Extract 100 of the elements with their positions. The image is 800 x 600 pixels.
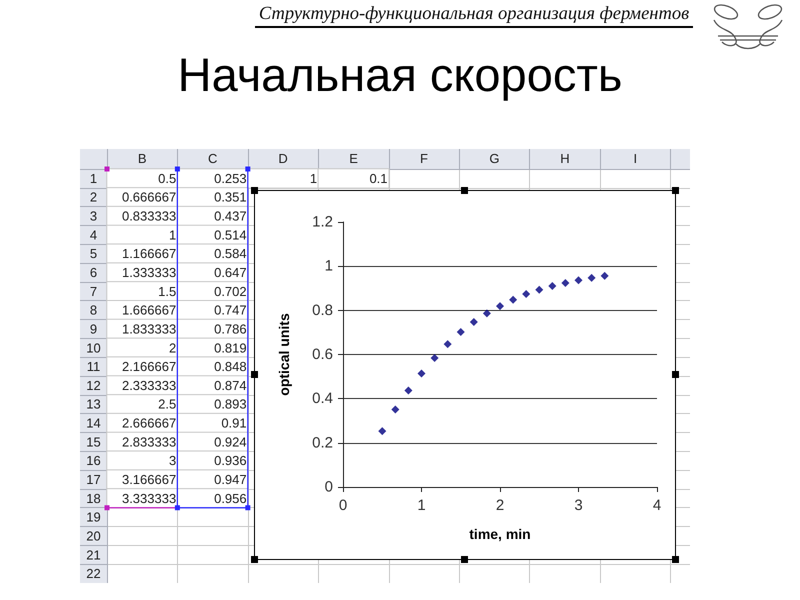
data-label: 0.351 (214, 190, 247, 205)
data-label: 0.666667 (122, 190, 176, 205)
point (600, 272, 609, 280)
point (470, 318, 478, 326)
x-tick-label: G (489, 151, 500, 166)
data-label: 0.747 (214, 302, 247, 318)
x-tick-label: 1 (417, 497, 426, 514)
y-tick-label: 14 (86, 416, 101, 431)
point (561, 278, 570, 287)
y-tick-label: 18 (86, 490, 101, 506)
data-label: 2 (168, 340, 176, 356)
data-label: 0.1 (369, 170, 388, 186)
data-label: 0.584 (214, 246, 247, 262)
y-tick-label: 15 (86, 434, 101, 450)
y-tick-label: 7 (90, 284, 98, 299)
point (391, 405, 400, 414)
y-tick-label: 2 (90, 190, 98, 205)
point (522, 290, 530, 298)
point (509, 296, 518, 304)
y-tick-label: 1 (90, 170, 98, 186)
x-tick-label: I (634, 151, 638, 166)
data-label: 3 (168, 453, 176, 468)
y-tick-label: 1 (324, 258, 333, 275)
data-label: 0.514 (214, 227, 247, 242)
data-label: 0.5 (158, 170, 176, 186)
x-tick-label: C (208, 151, 218, 166)
y-tick-label: 9 (90, 321, 98, 336)
data-label: 1.833333 (122, 321, 176, 336)
data-label: 0.91 (221, 416, 247, 431)
y-tick-label: 13 (86, 396, 101, 412)
y-tick-label: 4 (90, 227, 98, 242)
y-tick-label: 5 (90, 246, 98, 262)
y-tick-label: 0.4 (312, 390, 333, 408)
y-tick-label: 3 (90, 208, 98, 224)
y-tick-label: 0 (324, 478, 333, 496)
data-label: 3.166667 (122, 472, 176, 487)
data-label: 2.166667 (122, 359, 176, 374)
data-label: 0.437 (214, 208, 247, 224)
point (444, 340, 452, 348)
data-label: 0.936 (214, 453, 247, 468)
data-label: 0.647 (214, 265, 247, 280)
data-label: 1.333333 (122, 265, 176, 280)
y-tick-label: 8 (90, 302, 98, 318)
data-label: 2.666667 (122, 416, 176, 431)
data-label: 0.924 (214, 434, 247, 450)
data-label: 1.166667 (122, 246, 176, 262)
point (535, 286, 544, 294)
y-tick-label: 1.2 (312, 214, 333, 230)
x-tick-label: 2 (496, 497, 504, 514)
data-label: 0.702 (214, 284, 247, 299)
data-label: 0.956 (214, 490, 247, 506)
data-label: 0.786 (214, 321, 247, 336)
data-label: 0.819 (214, 340, 247, 356)
data-label: 3.333333 (122, 490, 176, 506)
data-label: 0.848 (214, 359, 247, 374)
point (456, 328, 465, 336)
x-axis-title: time, min (469, 526, 531, 542)
y-tick-label: 12 (86, 378, 101, 393)
point (574, 276, 582, 284)
chart-title: Начальная скорость (178, 48, 622, 101)
data-label: 0.893 (214, 396, 247, 412)
y-axis-title: optical units (276, 313, 292, 396)
data-label: 1.666667 (122, 302, 176, 318)
x-tick-label: 3 (574, 497, 583, 514)
text: Структурно-функциональная организация ферментов (258, 4, 690, 24)
data-label: 0.253 (214, 170, 247, 186)
y-tick-label: 0.2 (312, 434, 333, 452)
point (496, 302, 504, 310)
y-tick-label: 6 (90, 265, 98, 280)
data-label: 2.833333 (122, 434, 176, 450)
data-label: 0.874 (214, 378, 247, 393)
x-tick-label: F (420, 151, 428, 166)
data-label: 2.333333 (122, 378, 176, 393)
x-tick-label: 0 (338, 497, 348, 514)
x-tick-label: H (560, 151, 570, 166)
y-tick-label: 22 (86, 566, 101, 582)
x-tick-label: B (138, 151, 147, 166)
x-tick-label: E (349, 151, 358, 166)
y-tick-label: 11 (86, 359, 100, 374)
point (404, 386, 412, 394)
y-tick-label: 20 (86, 528, 101, 544)
point (430, 354, 439, 362)
x-tick-label: 4 (652, 497, 662, 514)
y-tick-label: 17 (86, 472, 101, 487)
data-label: 2.5 (158, 396, 176, 412)
point (378, 427, 386, 436)
point (548, 282, 556, 290)
data-label: 0.833333 (122, 208, 176, 224)
point (482, 309, 491, 318)
point (418, 369, 426, 378)
data-label: 0.947 (214, 472, 247, 487)
y-tick-label: 21 (86, 547, 101, 562)
y-tick-label: 0.6 (312, 346, 333, 363)
x-tick-label: D (278, 151, 288, 166)
point (588, 274, 596, 282)
data-label: 1 (168, 227, 176, 242)
data-label: 1.5 (158, 284, 176, 299)
y-tick-label: 10 (86, 340, 101, 356)
y-tick-label: 16 (86, 453, 101, 468)
y-tick-label: 0.8 (312, 302, 333, 319)
